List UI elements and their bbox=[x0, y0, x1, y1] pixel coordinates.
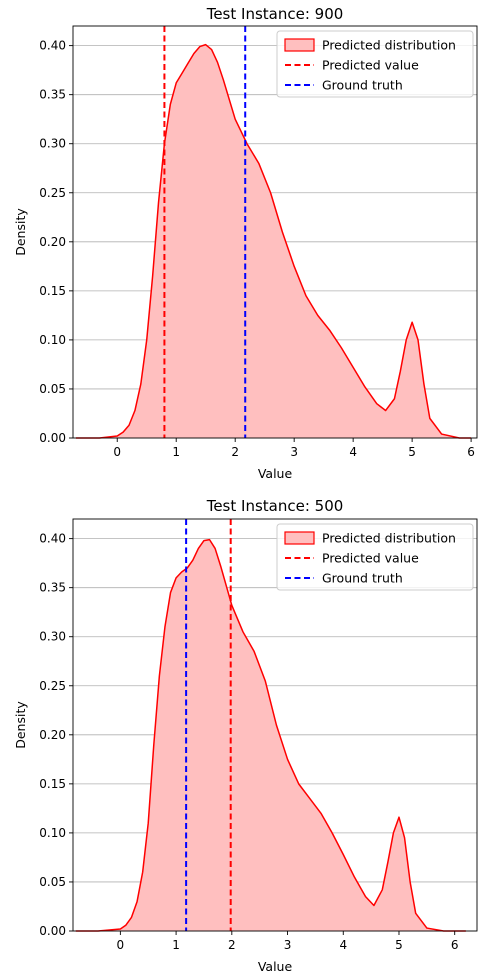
y-tick-label: 0.35 bbox=[39, 88, 66, 102]
chart-panel-1: 0.00 0.05 0.10 0.15 0.20 0.25 0.30 0.35 0.40 0 1 2 3… bbox=[13, 5, 477, 481]
y-tick-label: 0.10 bbox=[39, 826, 66, 840]
x-axis-label: Value bbox=[258, 959, 293, 974]
x-tick-label: 0 bbox=[117, 938, 125, 952]
legend-label-predicted: Predicted value bbox=[322, 551, 419, 566]
legend-swatch-distribution bbox=[285, 532, 314, 544]
y-tick-label: 0.10 bbox=[39, 333, 66, 347]
y-tick-label: 0.20 bbox=[39, 235, 66, 249]
x-tick-label: 0 bbox=[113, 445, 121, 459]
x-tick-label: 3 bbox=[290, 445, 298, 459]
legend: Predicted distribution Predicted value Gro… bbox=[277, 31, 473, 97]
x-axis-label: Value bbox=[258, 466, 293, 481]
chart-panel-2: 0.00 0.05 0.10 0.15 0.20 0.25 0.30 0.35 0.40 0 1 2 3… bbox=[13, 497, 477, 974]
legend-label-ground-truth: Ground truth bbox=[322, 78, 403, 93]
y-tick-label: 0.05 bbox=[39, 875, 66, 889]
y-axis-label: Density bbox=[13, 208, 28, 256]
y-tick-label: 0.15 bbox=[39, 777, 66, 791]
x-tick-label: 6 bbox=[451, 938, 459, 952]
legend-swatch-distribution bbox=[285, 39, 314, 51]
y-tick-label: 0.40 bbox=[39, 532, 66, 546]
y-tick-label: 0.20 bbox=[39, 728, 66, 742]
y-tick-label: 0.25 bbox=[39, 186, 66, 200]
chart-title: Test Instance: 500 bbox=[206, 497, 344, 515]
legend-label-ground-truth: Ground truth bbox=[322, 571, 403, 586]
y-tick-label: 0.00 bbox=[39, 431, 66, 445]
y-tick-label: 0.35 bbox=[39, 581, 66, 595]
legend-label-predicted: Predicted value bbox=[322, 58, 419, 73]
y-tick-label: 0.30 bbox=[39, 630, 66, 644]
y-tick-label: 0.40 bbox=[39, 39, 66, 53]
x-tick-label: 2 bbox=[231, 445, 239, 459]
y-tick-label: 0.00 bbox=[39, 924, 66, 938]
x-tick-label: 3 bbox=[284, 938, 292, 952]
y-tick-label: 0.30 bbox=[39, 137, 66, 151]
x-tick-label: 2 bbox=[228, 938, 236, 952]
legend-label-distribution: Predicted distribution bbox=[322, 38, 456, 53]
x-tick-label: 4 bbox=[339, 938, 347, 952]
y-tick-label: 0.05 bbox=[39, 382, 66, 396]
legend: Predicted distribution Predicted value Gro… bbox=[277, 524, 473, 590]
x-tick-label: 5 bbox=[408, 445, 416, 459]
density-area bbox=[76, 540, 466, 931]
x-tick-label: 4 bbox=[349, 445, 357, 459]
x-tick-label: 5 bbox=[395, 938, 403, 952]
x-tick-label: 6 bbox=[467, 445, 475, 459]
x-tick-label: 1 bbox=[172, 938, 180, 952]
y-tick-label: 0.25 bbox=[39, 679, 66, 693]
y-axis-label: Density bbox=[13, 701, 28, 749]
x-tick-label: 1 bbox=[172, 445, 180, 459]
legend-label-distribution: Predicted distribution bbox=[322, 531, 456, 546]
chart-title: Test Instance: 900 bbox=[206, 5, 344, 23]
density-area bbox=[76, 45, 471, 438]
y-tick-label: 0.15 bbox=[39, 284, 66, 298]
